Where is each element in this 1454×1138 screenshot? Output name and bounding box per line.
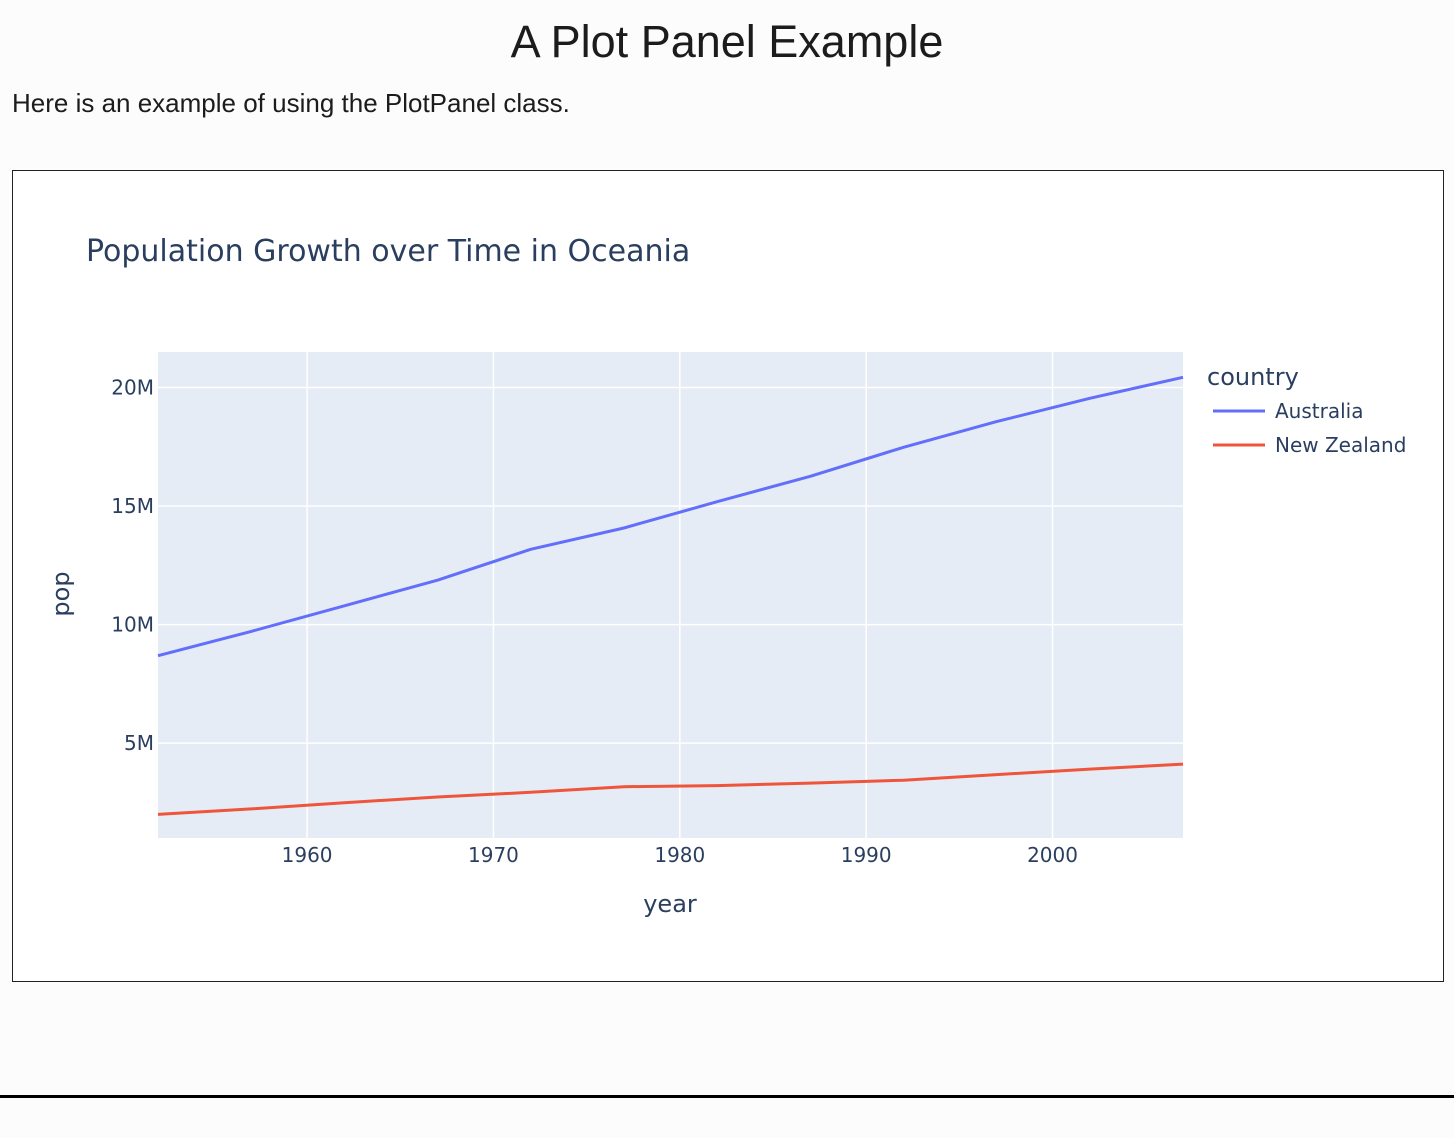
y-tick-label: 20M [111, 376, 154, 400]
chart-title: Population Growth over Time in Oceania [86, 234, 690, 269]
legend[interactable]: country Australia New Zealand [1207, 363, 1406, 457]
legend-label: Australia [1275, 399, 1363, 423]
y-tick-label: 15M [111, 494, 154, 518]
bottom-divider [0, 1095, 1454, 1098]
series-line-new-zealand[interactable] [157, 762, 1184, 816]
y-axis-label: pop [47, 571, 75, 616]
series-lines[interactable] [157, 375, 1184, 816]
legend-item-new-zealand[interactable]: New Zealand [1213, 433, 1406, 457]
legend-title: country [1207, 363, 1299, 391]
plot-area[interactable] [158, 352, 1183, 838]
x-axis-label: year [643, 890, 697, 918]
y-axis-ticks: 5M 10M 15M 20M [111, 376, 154, 756]
y-tick-label: 5M [124, 731, 154, 755]
x-tick-label: 1960 [282, 843, 333, 867]
page-title: A Plot Panel Example [510, 16, 944, 67]
x-tick-label: 1980 [654, 843, 705, 867]
y-tick-label: 10M [111, 613, 154, 637]
x-tick-label: 1970 [468, 843, 519, 867]
plot-panel[interactable]: Population Growth over Time in Oceania 5… [12, 170, 1444, 982]
series-line-australia[interactable] [157, 375, 1184, 658]
x-tick-label: 2000 [1027, 843, 1078, 867]
gridlines [158, 352, 1183, 838]
line-chart[interactable]: Population Growth over Time in Oceania 5… [13, 171, 1443, 981]
intro-text: Here is an example of using the PlotPane… [12, 88, 570, 118]
x-axis-ticks: 1960 1970 1980 1990 2000 [282, 843, 1078, 867]
legend-label: New Zealand [1275, 433, 1406, 457]
x-tick-label: 1990 [841, 843, 892, 867]
legend-item-australia[interactable]: Australia [1213, 399, 1363, 423]
